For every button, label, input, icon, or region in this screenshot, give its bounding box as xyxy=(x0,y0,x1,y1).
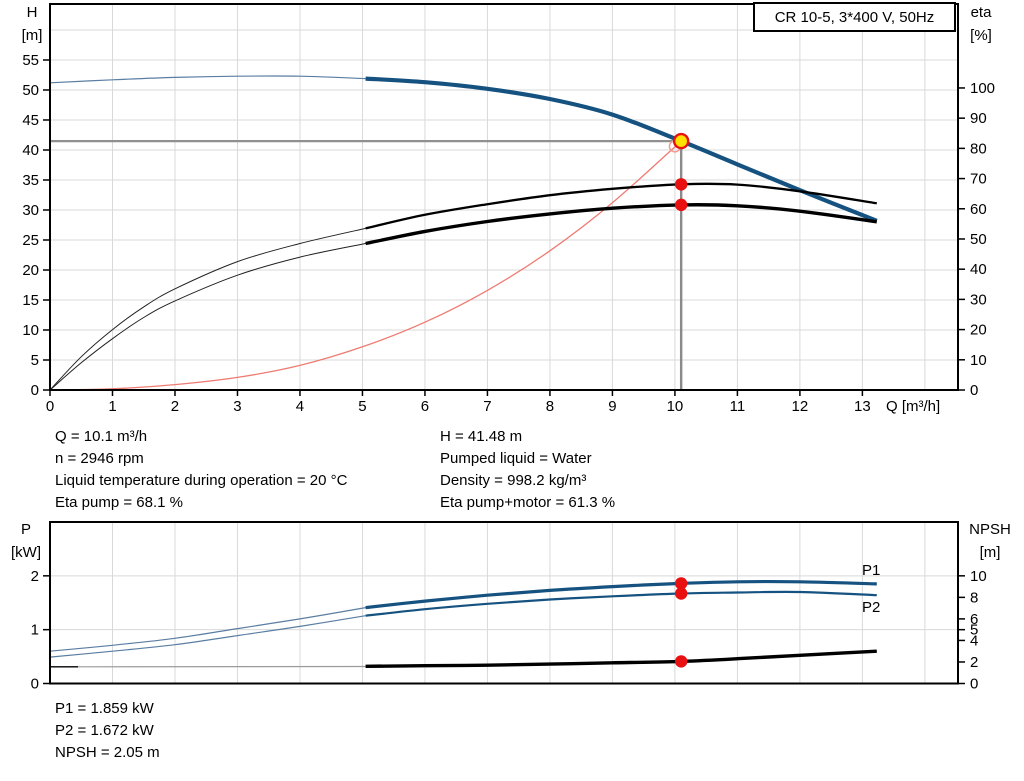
pump-model-title-box: CR 10-5, 3*400 V, 50Hz xyxy=(753,2,956,32)
svg-text:4: 4 xyxy=(970,632,978,649)
svg-text:40: 40 xyxy=(970,261,987,278)
npsh-axis-unit: [m] xyxy=(979,544,1001,561)
svg-text:5: 5 xyxy=(31,352,39,369)
p1-curve xyxy=(365,579,877,610)
info-line-eta-total: Eta pump+motor = 61.3 % xyxy=(440,494,616,511)
svg-text:30: 30 xyxy=(22,202,39,219)
svg-text:1: 1 xyxy=(108,398,116,415)
svg-text:60: 60 xyxy=(970,201,987,218)
npsh-duty-point xyxy=(674,655,688,668)
p2-curve-extrapolated xyxy=(49,615,366,658)
system-curve xyxy=(49,140,682,391)
eta-axis-label: eta xyxy=(970,4,992,21)
svg-text:10: 10 xyxy=(667,398,684,415)
svg-text:8: 8 xyxy=(546,398,554,415)
eta-pump-motor-curve-extrapolated xyxy=(49,243,366,391)
info-line-p2: P2 = 1.672 kW xyxy=(55,722,154,739)
svg-text:2: 2 xyxy=(970,654,978,671)
annotation-p2: P2 xyxy=(862,599,880,616)
info-line-npsh: NPSH = 2.05 m xyxy=(55,744,160,761)
svg-text:50: 50 xyxy=(22,82,39,99)
annotation-q-m-h-: Q [m³/h] xyxy=(886,398,940,415)
npsh-axis-title: NPSH [m] xyxy=(960,518,1020,564)
eta-pump-motor-curve xyxy=(365,203,878,246)
info-line-speed: n = 2946 rpm xyxy=(55,450,144,467)
svg-text:6: 6 xyxy=(970,611,978,628)
svg-text:10: 10 xyxy=(970,352,987,369)
svg-text:12: 12 xyxy=(792,398,809,415)
eta-pump-curve xyxy=(365,182,877,230)
svg-text:2: 2 xyxy=(31,568,39,585)
duty-info-left: Q = 10.1 m³/h n = 2946 rpm Liquid temper… xyxy=(55,426,347,514)
h-axis-unit: [m] xyxy=(21,27,43,44)
p1-duty-point xyxy=(674,577,688,590)
svg-text:40: 40 xyxy=(22,142,39,159)
svg-text:90: 90 xyxy=(970,110,987,127)
svg-text:25: 25 xyxy=(22,232,39,249)
svg-text:20: 20 xyxy=(22,262,39,279)
svg-text:8: 8 xyxy=(970,589,978,606)
svg-text:5: 5 xyxy=(970,622,978,639)
svg-text:70: 70 xyxy=(970,171,987,188)
eta-axis-unit: [%] xyxy=(970,27,992,44)
svg-text:11: 11 xyxy=(730,398,746,415)
p1-curve-extrapolated xyxy=(49,607,366,652)
svg-text:80: 80 xyxy=(970,140,987,157)
svg-text:2: 2 xyxy=(171,398,179,415)
svg-text:0: 0 xyxy=(31,676,39,693)
h-axis-title: H [m] xyxy=(12,1,52,47)
info-line-q: Q = 10.1 m³/h xyxy=(55,428,148,445)
npsh-axis-label: NPSH xyxy=(969,521,1011,538)
eta-pump-motor-duty-point xyxy=(674,198,688,212)
plot-frame xyxy=(49,521,959,685)
svg-text:0: 0 xyxy=(31,382,39,399)
svg-text:100: 100 xyxy=(970,80,995,97)
info-line-head: H = 41.48 m xyxy=(440,428,523,445)
eta-axis-title: eta [%] xyxy=(957,1,1005,47)
head-curve-extrapolated xyxy=(49,75,366,84)
p-axis-title: P [kW] xyxy=(6,518,46,564)
svg-text:3: 3 xyxy=(233,398,241,415)
svg-text:45: 45 xyxy=(22,112,39,129)
power-npsh-info: P1 = 1.859 kW P2 = 1.672 kW NPSH = 2.05 … xyxy=(55,698,160,764)
svg-text:10: 10 xyxy=(22,322,39,339)
svg-text:55: 55 xyxy=(22,52,39,69)
svg-text:4: 4 xyxy=(296,398,304,415)
svg-text:20: 20 xyxy=(970,322,987,339)
info-line-density: Density = 998.2 kg/m³ xyxy=(440,472,587,489)
svg-text:10: 10 xyxy=(970,568,987,585)
svg-text:15: 15 xyxy=(22,292,39,309)
eta-pump-curve-extrapolated xyxy=(49,227,366,391)
svg-text:35: 35 xyxy=(22,172,39,189)
p-axis-label: P xyxy=(20,521,31,538)
svg-text:1: 1 xyxy=(31,622,39,639)
duty-info-right: H = 41.48 m Pumped liquid = Water Densit… xyxy=(440,426,615,514)
svg-text:6: 6 xyxy=(421,398,429,415)
p-axis-unit: [kW] xyxy=(11,544,41,561)
plot-frame xyxy=(49,3,959,391)
info-line-temperature: Liquid temperature during operation = 20… xyxy=(55,472,348,489)
svg-text:9: 9 xyxy=(608,398,616,415)
svg-text:30: 30 xyxy=(970,291,987,308)
npsh-curve xyxy=(365,649,877,668)
svg-text:7: 7 xyxy=(483,398,491,415)
h-axis-label: H xyxy=(26,4,38,21)
svg-text:5: 5 xyxy=(358,398,366,415)
svg-text:0: 0 xyxy=(970,382,978,399)
annotation-p1: P1 xyxy=(862,562,880,579)
p2-duty-point xyxy=(674,587,688,600)
info-line-p1: P1 = 1.859 kW xyxy=(55,700,154,717)
svg-text:0: 0 xyxy=(970,676,978,693)
duty-point xyxy=(672,132,690,150)
svg-text:13: 13 xyxy=(854,398,871,415)
svg-text:50: 50 xyxy=(970,231,987,248)
eta-pump-duty-point xyxy=(674,178,688,191)
p2-curve xyxy=(365,590,877,617)
info-line-liquid: Pumped liquid = Water xyxy=(440,450,592,467)
info-line-eta-pump: Eta pump = 68.1 % xyxy=(55,494,183,511)
svg-text:0: 0 xyxy=(46,398,54,415)
head-curve xyxy=(365,76,878,223)
